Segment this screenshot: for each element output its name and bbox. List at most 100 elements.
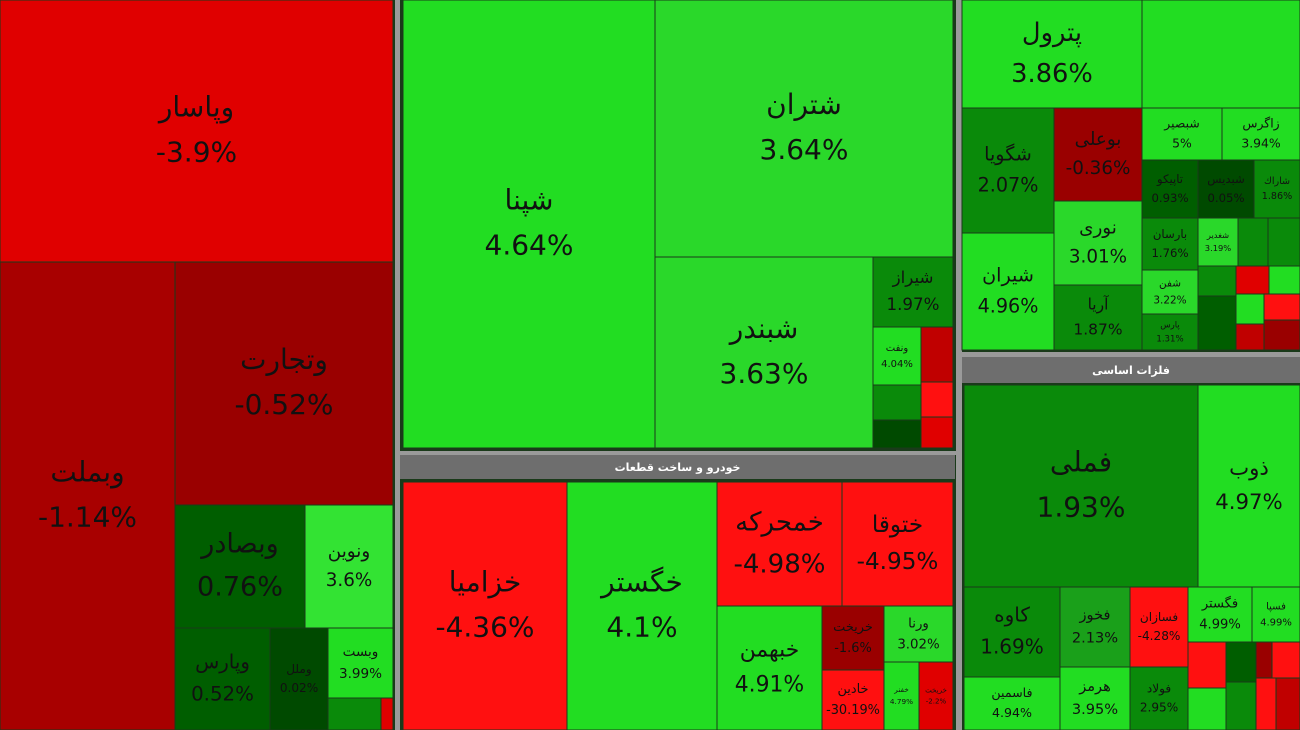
tile bbox=[1129, 586, 1189, 668]
tile-change: 4.99% bbox=[1260, 618, 1292, 629]
tile-change: -2.2% bbox=[926, 697, 947, 706]
tile bbox=[654, 256, 874, 449]
tile-change: 1.87% bbox=[1073, 320, 1122, 338]
tile-change: 2.13% bbox=[1072, 630, 1118, 647]
tile bbox=[961, 0, 1143, 109]
tile bbox=[0, 261, 176, 730]
tile bbox=[872, 256, 954, 328]
tile-change: 3.01% bbox=[1069, 247, 1127, 268]
small-tile bbox=[920, 381, 954, 418]
tile-name: شغدير bbox=[1206, 230, 1229, 240]
tile-name: ختوقا bbox=[872, 512, 923, 538]
tile-name: وملل bbox=[286, 662, 311, 677]
tile-name: وپاسار bbox=[157, 91, 234, 124]
tile bbox=[1197, 384, 1300, 588]
tile-name: وبصادر bbox=[199, 528, 278, 559]
tile-change: 4.99% bbox=[1199, 617, 1241, 632]
small-tile bbox=[1187, 641, 1227, 689]
tile-name: بوعلی bbox=[1075, 129, 1122, 150]
tile bbox=[327, 627, 394, 699]
small-tile bbox=[1235, 323, 1265, 351]
small-tile bbox=[1197, 295, 1237, 351]
section-header: خودرو و ساخت قطعات bbox=[615, 461, 741, 474]
tile-name: فسازان bbox=[1140, 610, 1178, 625]
tile bbox=[1253, 159, 1300, 219]
small-tile bbox=[872, 419, 922, 449]
tile-name: شاراك bbox=[1264, 176, 1290, 187]
tile bbox=[402, 481, 568, 730]
tile-name: خریخت bbox=[925, 685, 947, 694]
tile bbox=[1187, 586, 1253, 643]
tile-name: شتران bbox=[766, 88, 842, 121]
tile-change: 3.99% bbox=[339, 666, 382, 682]
small-tile bbox=[1235, 265, 1270, 295]
tile-change: 4.64% bbox=[485, 228, 574, 261]
tile-change: 1.97% bbox=[887, 295, 940, 314]
tile-name: ورنا bbox=[908, 616, 929, 631]
tile-name: نوری bbox=[1079, 217, 1117, 238]
tile-change: 1.76% bbox=[1151, 246, 1188, 260]
tile bbox=[1251, 586, 1300, 643]
tile bbox=[821, 669, 885, 730]
tile-name: فگستر bbox=[1201, 596, 1238, 612]
tile-change: 4.91% bbox=[735, 673, 804, 698]
tile-name: خفنر bbox=[893, 685, 908, 694]
small-tile bbox=[1275, 677, 1300, 730]
tile bbox=[269, 627, 329, 730]
tile bbox=[1197, 159, 1255, 219]
tile-name: پترول bbox=[1022, 18, 1082, 48]
tile bbox=[716, 605, 823, 730]
tile-change: -4.98% bbox=[733, 549, 825, 579]
tile-name: پارس bbox=[1160, 321, 1180, 331]
tile-change: 3.6% bbox=[326, 570, 373, 591]
tile-change: 3.86% bbox=[1011, 59, 1093, 89]
tile-change: 3.02% bbox=[897, 638, 939, 653]
tile bbox=[1059, 666, 1131, 730]
tile-name: شبندر bbox=[728, 312, 799, 345]
tile-change: 4.1% bbox=[606, 610, 677, 643]
tile-name: خبهمن bbox=[740, 638, 799, 663]
tile-change: 0.76% bbox=[197, 572, 283, 603]
tile-change: 4.79% bbox=[890, 697, 913, 706]
small-tile bbox=[872, 384, 922, 421]
tile-name: خادين bbox=[837, 682, 868, 697]
small-tile bbox=[1225, 681, 1257, 730]
tile-change: 4.04% bbox=[881, 359, 913, 370]
tile bbox=[0, 0, 394, 263]
tile bbox=[1129, 666, 1189, 730]
small-tile bbox=[1267, 217, 1300, 267]
tile-change: -4.28% bbox=[1138, 629, 1181, 643]
tile-change: -0.52% bbox=[234, 388, 333, 421]
tile-name: فولاد bbox=[1147, 681, 1171, 696]
tile-name: شبديس bbox=[1207, 172, 1245, 187]
tile bbox=[1059, 586, 1131, 668]
tile-change: 3.94% bbox=[1241, 136, 1281, 150]
tile-name: زاگرس bbox=[1242, 116, 1279, 132]
tile-name: کاوه bbox=[994, 603, 1030, 627]
tile-name: وبملت bbox=[50, 456, 124, 489]
tile bbox=[961, 107, 1055, 234]
tile-change: 5% bbox=[1172, 136, 1192, 150]
small-tile bbox=[920, 416, 954, 449]
tile-name: ذوب bbox=[1229, 456, 1269, 481]
tile-change: 3.19% bbox=[1205, 243, 1232, 253]
tile bbox=[1141, 269, 1199, 315]
tile-name: فملی bbox=[1050, 446, 1112, 479]
tile bbox=[1141, 107, 1223, 161]
tile bbox=[1053, 200, 1143, 286]
tile bbox=[1053, 107, 1143, 202]
tile-name: شفن bbox=[1159, 278, 1181, 290]
tile-change: 1.93% bbox=[1037, 490, 1126, 523]
tile-name: شیراز bbox=[892, 268, 934, 287]
tile-change: -4.36% bbox=[435, 610, 534, 643]
tile-name: فسپا bbox=[1266, 602, 1286, 613]
tile-name: وتجارت bbox=[240, 343, 328, 376]
tile-name: شگویا bbox=[984, 143, 1032, 166]
tile bbox=[1053, 284, 1143, 351]
small-tile bbox=[1255, 641, 1273, 679]
small-tile bbox=[1235, 293, 1265, 325]
tile-name: شپنا bbox=[505, 184, 554, 217]
tile-change: 4.97% bbox=[1215, 490, 1283, 515]
small-tile bbox=[1263, 319, 1300, 351]
tile-name: بارسان bbox=[1153, 227, 1187, 242]
